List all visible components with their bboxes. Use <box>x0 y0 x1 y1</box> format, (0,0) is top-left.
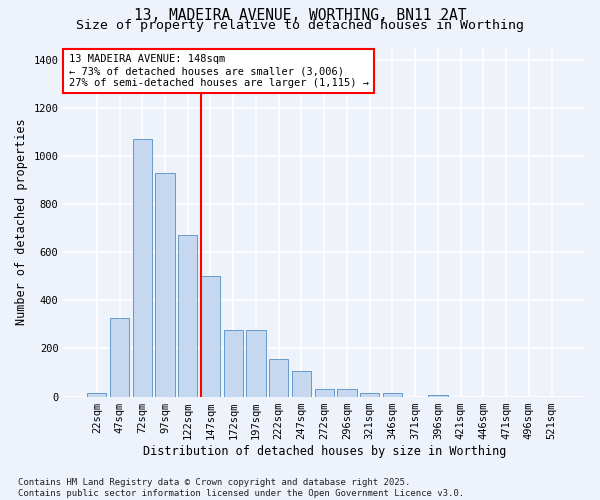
Bar <box>337 390 356 396</box>
Text: 13, MADEIRA AVENUE, WORTHING, BN11 2AT: 13, MADEIRA AVENUE, WORTHING, BN11 2AT <box>134 8 466 22</box>
Text: Size of property relative to detached houses in Worthing: Size of property relative to detached ho… <box>76 18 524 32</box>
Bar <box>87 393 106 396</box>
Bar <box>383 393 402 396</box>
Bar <box>201 276 220 396</box>
Y-axis label: Number of detached properties: Number of detached properties <box>15 118 28 326</box>
Bar <box>314 390 334 396</box>
Text: Contains HM Land Registry data © Crown copyright and database right 2025.
Contai: Contains HM Land Registry data © Crown c… <box>18 478 464 498</box>
Bar <box>224 330 243 396</box>
Bar <box>269 360 289 397</box>
Bar <box>292 372 311 396</box>
Bar <box>110 318 129 396</box>
Bar <box>178 236 197 396</box>
Bar <box>133 139 152 396</box>
Bar <box>360 393 379 396</box>
X-axis label: Distribution of detached houses by size in Worthing: Distribution of detached houses by size … <box>143 444 506 458</box>
Bar <box>155 172 175 396</box>
Bar <box>247 330 266 396</box>
Text: 13 MADEIRA AVENUE: 148sqm
← 73% of detached houses are smaller (3,006)
27% of se: 13 MADEIRA AVENUE: 148sqm ← 73% of detac… <box>68 54 368 88</box>
